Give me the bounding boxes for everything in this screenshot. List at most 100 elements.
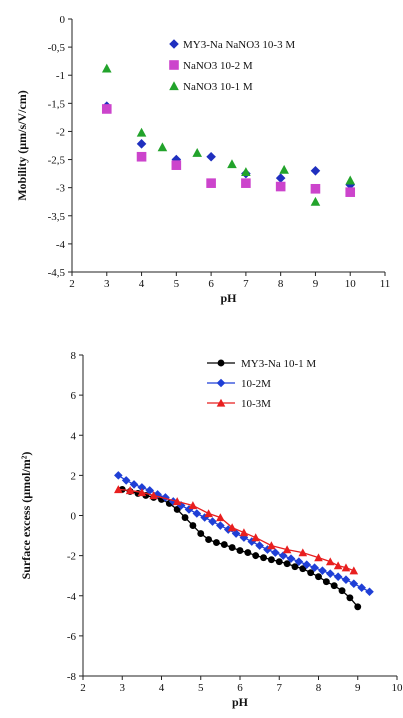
y-tick-label: -1,5 (48, 98, 66, 110)
y-tick-label: 2 (71, 470, 77, 482)
x-tick-label: 3 (120, 682, 126, 694)
data-point-series-2 (241, 178, 251, 188)
data-point-series-1 (299, 565, 307, 573)
data-point-series-2 (310, 563, 319, 572)
data-point-series-1 (275, 173, 286, 183)
data-point-series-3 (227, 159, 237, 169)
data-point-series-2 (275, 181, 286, 192)
x-tick-label: 5 (174, 278, 180, 290)
x-tick-label: 11 (380, 278, 391, 290)
data-point-series-1 (338, 587, 346, 595)
data-point-series-3 (325, 557, 335, 566)
x-axis-title: pH (232, 695, 249, 709)
y-tick-label: -1 (56, 70, 65, 82)
data-point-series-2 (349, 579, 359, 589)
data-point-series-3 (267, 541, 276, 550)
data-point-series-1 (322, 578, 330, 586)
legend-label: NaNO3 10-1 M (183, 81, 253, 93)
data-point-series-1 (189, 522, 197, 529)
data-point-series-1 (291, 563, 299, 571)
x-tick-label: 7 (243, 278, 249, 290)
legend-marker (169, 81, 179, 91)
data-point-series-3 (314, 553, 323, 562)
x-tick-label: 4 (159, 682, 165, 694)
data-point-series-2 (239, 533, 249, 542)
data-point-series-1 (173, 506, 181, 513)
y-tick-label: -3,5 (48, 211, 66, 223)
data-point-series-1 (206, 151, 216, 162)
data-point-series-3 (157, 142, 168, 152)
x-tick-label: 9 (313, 278, 319, 290)
x-tick-label: 8 (316, 682, 322, 694)
data-point-series-3 (125, 486, 135, 495)
data-point-series-1 (346, 594, 354, 602)
data-point-series-3 (188, 501, 198, 510)
data-point-series-1 (205, 536, 213, 544)
data-point-series-2 (153, 490, 162, 499)
data-point-series-2 (168, 497, 178, 506)
y-tick-label: -2 (67, 551, 76, 563)
legend-label: MY3-Na NaNO3 10-3 M (183, 39, 295, 51)
data-point-series-1 (171, 154, 182, 165)
data-point-series-1 (244, 549, 252, 557)
y-axis-title: Surface excess (µmol/m²) (19, 452, 33, 580)
data-point-series-3 (298, 548, 308, 557)
data-point-series-2 (129, 480, 139, 489)
data-point-series-1 (220, 541, 228, 549)
legend-label: NaNO3 10-2 M (183, 60, 253, 72)
legend-marker (216, 398, 226, 407)
x-tick-label: 2 (80, 682, 86, 694)
data-point-series-3 (345, 175, 356, 185)
data-point-series-3 (114, 485, 123, 494)
mobility-chart: 2 3 4 5 6 7 8 9 10 11 0 -0,5 -1 -1,5 -2 -2,5 -3 -3,5 -4 -4,… (15, 14, 391, 305)
y-axis-title: Mobility (µm/s/V/cm) (15, 90, 29, 201)
data-point-series-1 (181, 514, 189, 521)
data-point-series-2 (247, 537, 257, 546)
legend-marker (217, 359, 225, 367)
data-point-series-2 (357, 583, 366, 593)
data-point-series-1 (275, 558, 283, 566)
data-point-series-1 (330, 582, 338, 590)
x-tick-label: 2 (69, 278, 75, 290)
data-point-series-3 (192, 148, 202, 157)
data-point-series-2 (294, 557, 304, 566)
legend-marker (169, 60, 179, 70)
data-point-series-1 (236, 547, 244, 555)
data-point-series-2 (345, 187, 356, 197)
x-tick-label: 4 (139, 278, 145, 290)
data-point-series-3 (333, 561, 343, 570)
data-point-series-3 (137, 488, 147, 497)
data-point-series-3 (349, 566, 359, 575)
data-point-series-3 (204, 509, 213, 518)
y-tick-label: -0,5 (48, 42, 66, 54)
surface-excess-chart: 2 3 4 5 6 7 8 9 10 8 6 4 2 0 -2 -4 -6 -8 pH Surface excess… (19, 350, 403, 709)
y-tick-label: 0 (71, 511, 77, 523)
x-tick-label: 6 (237, 682, 243, 694)
data-point-series-2 (136, 151, 147, 162)
data-point-series-2 (286, 554, 296, 563)
y-tick-label: 6 (71, 390, 77, 402)
y-tick-label: 0 (60, 14, 66, 26)
data-point-series-3 (136, 127, 147, 137)
x-tick-label: 5 (198, 682, 204, 694)
data-point-series-1 (260, 554, 267, 562)
data-point-series-2 (101, 104, 112, 114)
data-point-series-2 (208, 517, 217, 526)
data-point-series-1 (197, 530, 205, 537)
x-tick-label: 3 (104, 278, 110, 290)
data-point-series-1 (345, 180, 356, 190)
y-tick-label: -3 (56, 183, 66, 195)
data-point-series-1 (228, 544, 236, 552)
data-point-series-1 (315, 573, 322, 581)
data-point-series-2 (206, 178, 216, 188)
y-tick-label: -4,5 (48, 267, 66, 279)
data-point-series-1 (307, 569, 315, 577)
data-point-series-3 (101, 63, 112, 73)
data-point-series-3 (251, 533, 260, 542)
data-point-series-1 (213, 539, 220, 547)
legend-label: 10-2M (241, 378, 271, 390)
x-tick-label: 6 (208, 278, 214, 290)
y-tick-label: -6 (67, 631, 77, 643)
data-point-series-2 (216, 521, 225, 530)
data-point-series-2 (184, 505, 194, 514)
